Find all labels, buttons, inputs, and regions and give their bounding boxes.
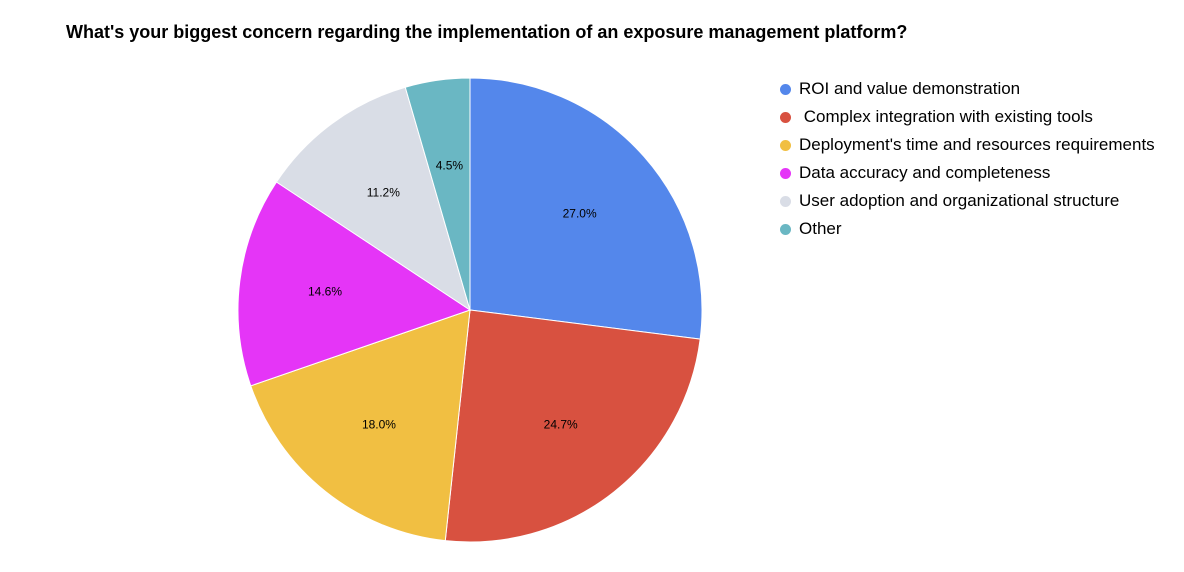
pie-slice[interactable] xyxy=(250,309,471,542)
legend-swatch xyxy=(780,167,791,179)
pie-slice-label: 4.5% xyxy=(436,158,464,172)
pie-slice-label: 24.7% xyxy=(544,418,578,432)
legend-item[interactable]: Other xyxy=(780,215,1155,243)
pie-slices xyxy=(237,77,703,543)
legend-label: Other xyxy=(799,219,842,238)
pie-slice[interactable] xyxy=(469,77,703,340)
legend-item[interactable]: Data accuracy and completeness xyxy=(780,159,1155,187)
legend-swatch xyxy=(780,223,791,235)
legend-item[interactable]: Deployment's time and resources requirem… xyxy=(780,131,1155,159)
legend-label: Data accuracy and completeness xyxy=(799,163,1051,182)
chart-legend: ROI and value demonstration Complex inte… xyxy=(780,75,1155,243)
pie-slice-label: 18.0% xyxy=(362,417,396,431)
pie-slice[interactable] xyxy=(404,77,471,311)
legend-item[interactable]: ROI and value demonstration xyxy=(780,75,1155,103)
pie-chart: 27.0% 24.7% 18.0% 14.6% 11.2% 4.5% xyxy=(237,77,703,543)
legend-label: Complex integration with existing tools xyxy=(799,107,1093,126)
legend-label: Deployment's time and resources requirem… xyxy=(799,135,1155,154)
legend-label: User adoption and organizational structu… xyxy=(799,191,1120,210)
legend-swatch xyxy=(780,111,791,123)
legend-label: ROI and value demonstration xyxy=(799,79,1021,98)
legend-swatch xyxy=(780,195,791,207)
legend-item[interactable]: Complex integration with existing tools xyxy=(780,103,1155,131)
legend-swatch xyxy=(780,83,791,95)
legend-item[interactable]: User adoption and organizational structu… xyxy=(780,187,1155,215)
pie-slice-labels: 27.0% 24.7% 18.0% 14.6% 11.2% 4.5% xyxy=(308,158,597,431)
pie-slice[interactable] xyxy=(237,181,472,387)
pie-slice-label: 14.6% xyxy=(308,285,342,299)
pie-slice-label: 27.0% xyxy=(563,206,597,220)
chart-title: What's your biggest concern regarding th… xyxy=(66,22,908,42)
pie-slice[interactable] xyxy=(275,86,471,312)
pie-slice[interactable] xyxy=(444,309,701,543)
legend-swatch xyxy=(780,139,791,151)
pie-slice-label: 11.2% xyxy=(367,185,400,199)
